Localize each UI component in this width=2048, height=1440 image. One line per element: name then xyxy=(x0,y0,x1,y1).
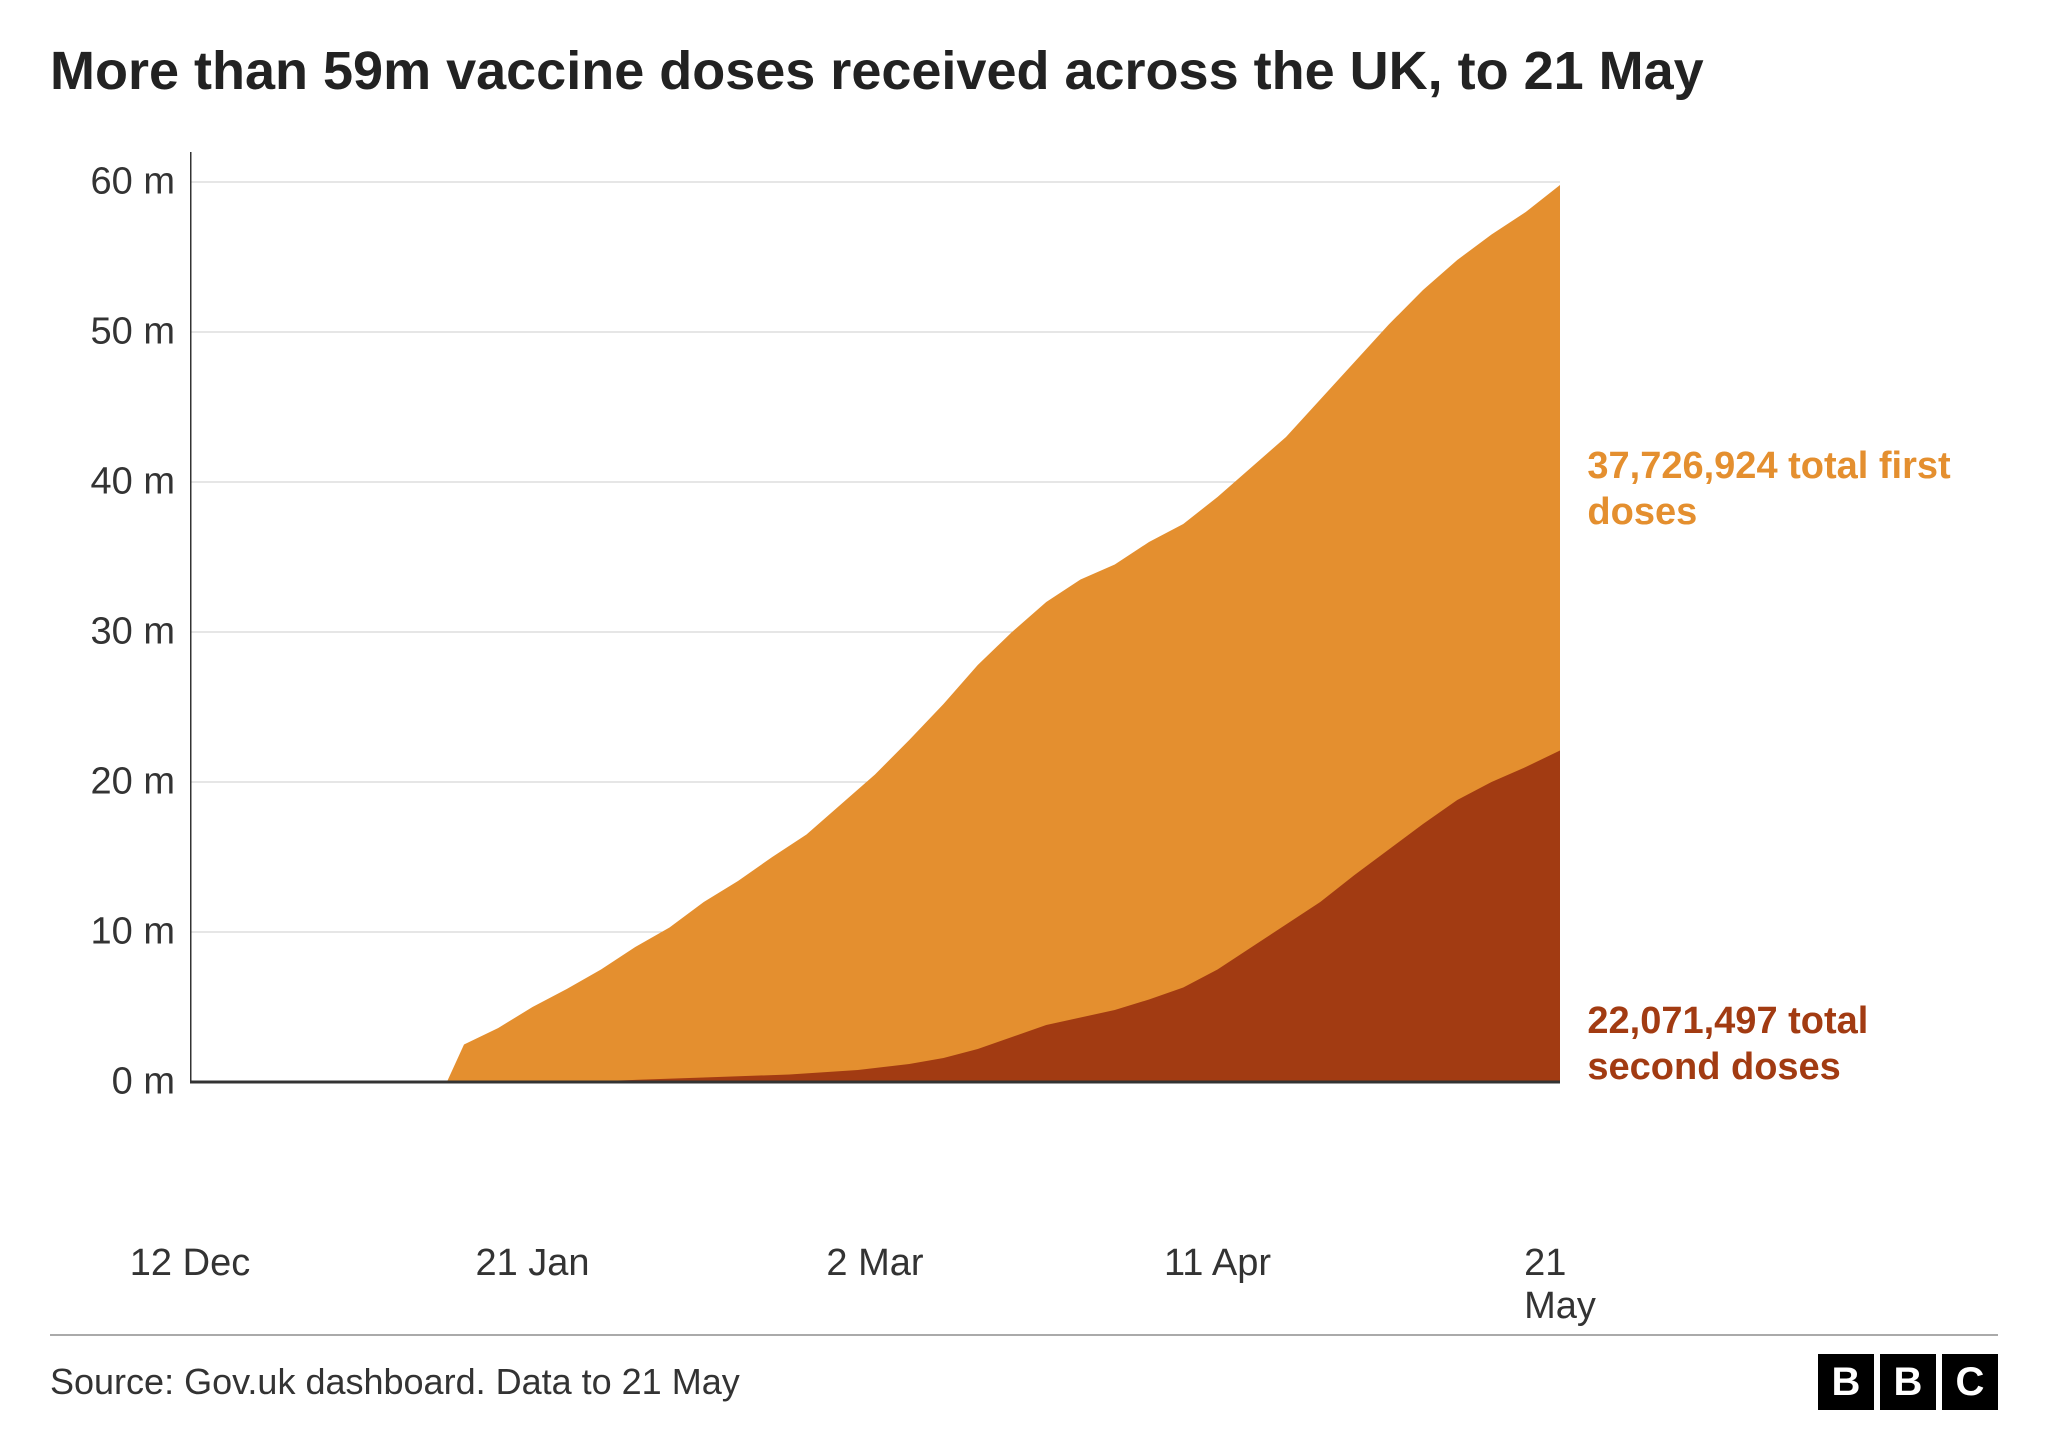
x-tick-label: 12 Dec xyxy=(130,1242,250,1285)
area-chart-svg xyxy=(190,152,1564,1086)
y-tick-label: 10 m xyxy=(91,911,175,954)
y-tick-label: 40 m xyxy=(91,461,175,504)
x-tick-label: 2 Mar xyxy=(826,1242,923,1285)
bbc-logo: BBC xyxy=(1818,1354,1998,1410)
chart-footer: Source: Gov.uk dashboard. Data to 21 May… xyxy=(50,1334,1998,1410)
y-tick-label: 30 m xyxy=(91,611,175,654)
chart-zone: 0 m10 m20 m30 m40 m50 m60 m 12 Dec21 Jan… xyxy=(50,152,2000,1172)
bbc-logo-letter: B xyxy=(1818,1354,1874,1410)
y-tick-label: 0 m xyxy=(112,1061,175,1104)
y-axis-labels: 0 m10 m20 m30 m40 m50 m60 m xyxy=(50,152,175,1082)
source-text: Source: Gov.uk dashboard. Data to 21 May xyxy=(50,1361,740,1403)
y-tick-label: 50 m xyxy=(91,311,175,354)
bbc-logo-letter: B xyxy=(1880,1354,1936,1410)
chart-annotation: 37,726,924 total first doses xyxy=(1587,444,2007,535)
chart-title: More than 59m vaccine doses received acr… xyxy=(50,40,1998,102)
y-tick-label: 20 m xyxy=(91,761,175,804)
y-tick-label: 60 m xyxy=(91,161,175,204)
chart-annotation: 22,071,497 total second doses xyxy=(1587,999,2007,1090)
bbc-logo-letter: C xyxy=(1942,1354,1998,1410)
x-tick-label: 21 May xyxy=(1524,1242,1596,1328)
x-tick-label: 21 Jan xyxy=(475,1242,589,1285)
x-tick-label: 11 Apr xyxy=(1164,1242,1271,1285)
chart-container: More than 59m vaccine doses received acr… xyxy=(0,0,2048,1440)
